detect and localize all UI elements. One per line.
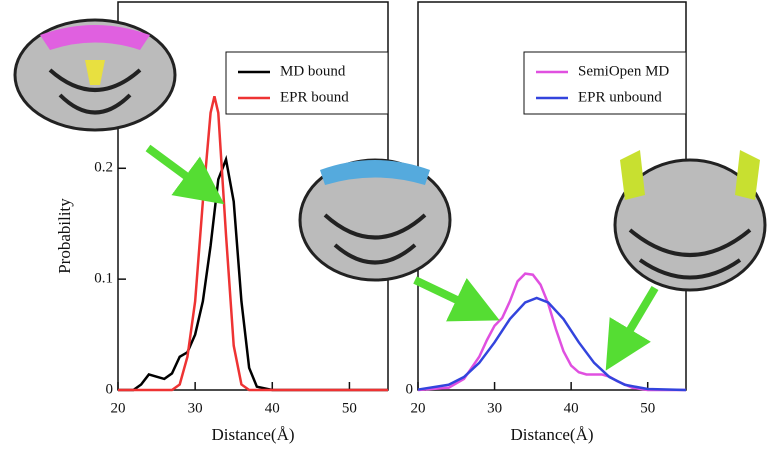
legend-label: EPR unbound [578,89,662,105]
y-tick-label: 0.2 [94,160,113,176]
x-tick-label: 20 [411,400,426,416]
legend-box [225,51,389,115]
x-tick-label: 50 [640,400,655,416]
y-tick-label: 0 [406,381,414,397]
legend-label: MD bound [280,63,346,79]
arrow [413,276,500,322]
protein-semiopen [298,158,452,282]
series-line [417,296,687,392]
x-tick-label: 40 [564,400,579,416]
y-tick-label: 0 [106,381,114,397]
legend-label: EPR bound [280,89,349,105]
series-line [118,154,388,392]
arrow [145,144,225,205]
x-tick-label: 40 [265,400,280,416]
series-line [417,272,686,392]
x-axis-label: Distance(Å) [510,425,593,444]
x-tick-label: 50 [342,400,357,416]
legend-box [523,51,687,115]
protein-open [613,150,767,292]
arrow [605,285,659,371]
series-line [118,95,388,392]
y-axis-label: Probability [55,198,74,274]
x-tick-label: 30 [188,400,203,416]
x-tick-label: 30 [487,400,502,416]
x-axis-label: Distance(Å) [211,425,294,444]
y-tick-label: 0.1 [94,271,113,287]
protein-bound [13,18,177,132]
x-tick-label: 20 [111,400,126,416]
legend-label: SemiOpen MD [578,63,669,79]
